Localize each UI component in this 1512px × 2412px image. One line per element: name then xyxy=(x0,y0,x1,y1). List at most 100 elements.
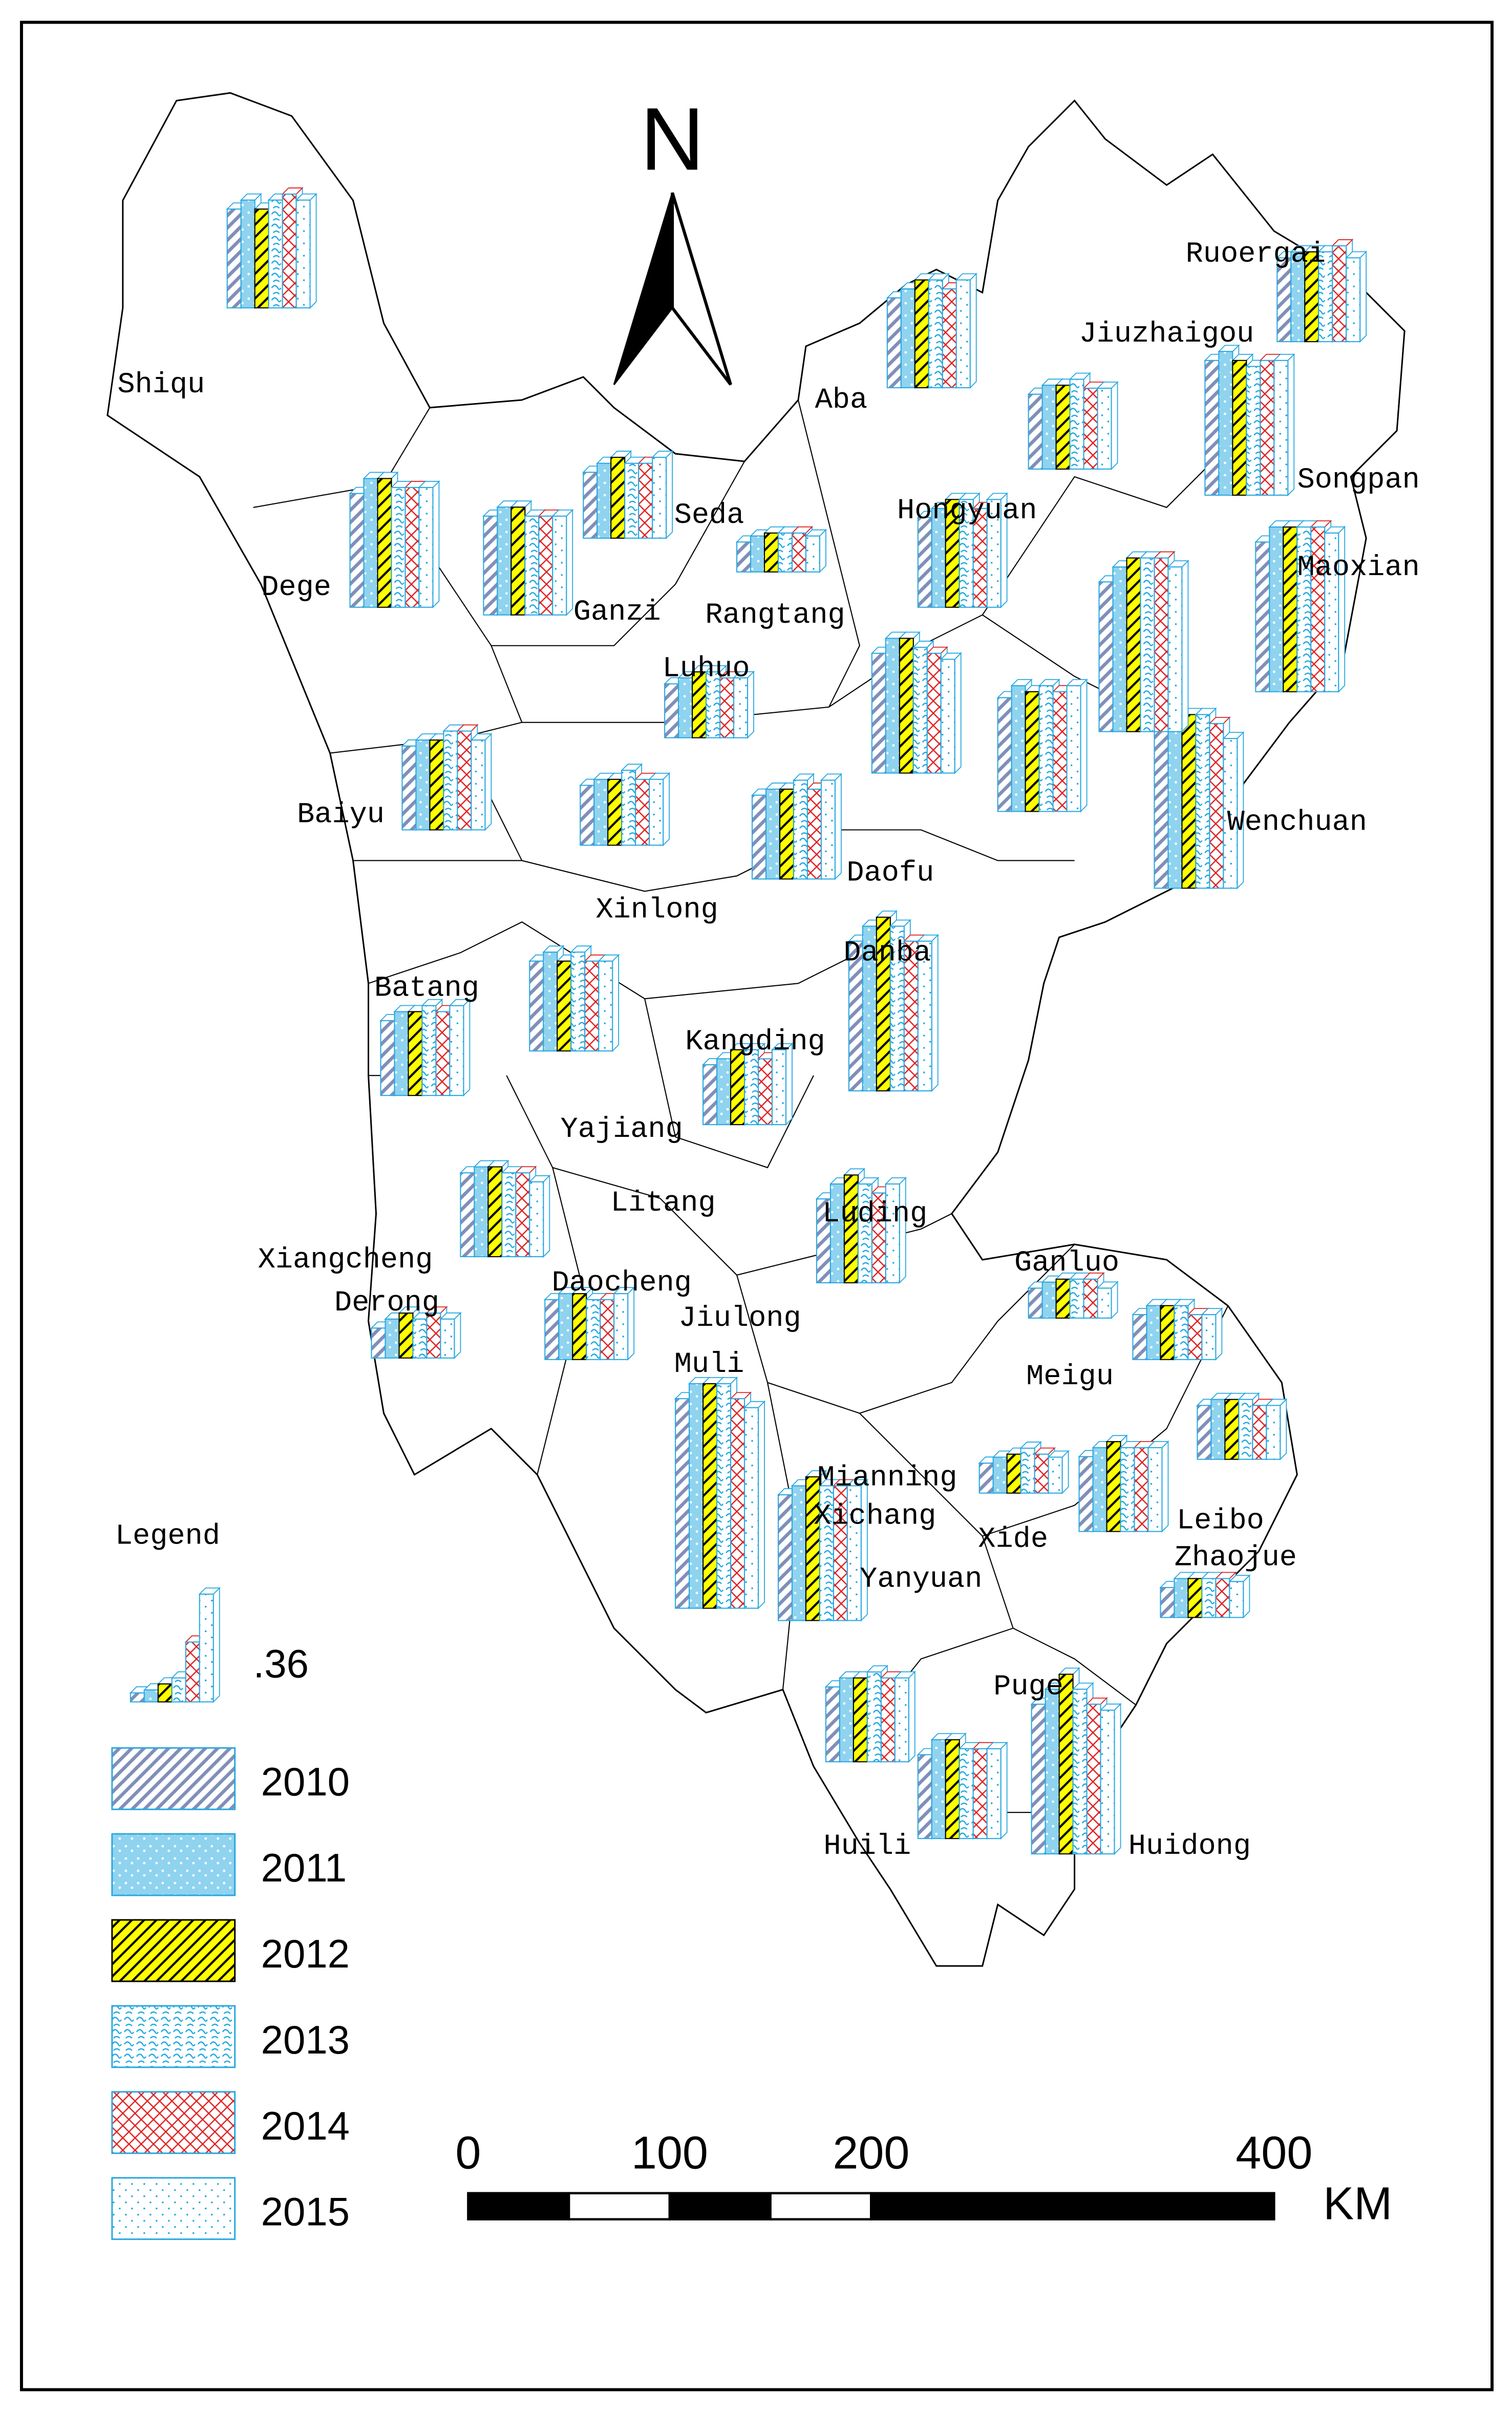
bar-side xyxy=(309,193,317,309)
bar xyxy=(483,515,498,616)
bar xyxy=(730,1049,746,1126)
bar xyxy=(607,778,623,846)
scale-segment xyxy=(870,2192,1275,2220)
bar xyxy=(1098,581,1114,732)
bar xyxy=(185,1641,200,1703)
bar xyxy=(829,1183,845,1283)
bar xyxy=(765,789,781,880)
bar xyxy=(816,1198,831,1283)
bar xyxy=(1197,1405,1212,1460)
bar xyxy=(1045,1688,1060,1855)
bar xyxy=(557,960,572,1052)
bar xyxy=(1106,1441,1121,1532)
bar xyxy=(1041,385,1057,470)
bar xyxy=(1238,1399,1253,1460)
bar xyxy=(529,960,544,1052)
bar xyxy=(959,1748,974,1839)
bar xyxy=(885,1183,900,1283)
bar xyxy=(917,940,932,1092)
bar-side xyxy=(758,1400,765,1610)
bar xyxy=(638,462,653,539)
bar xyxy=(806,789,822,880)
county-label: Yanyuan xyxy=(860,1563,982,1596)
bar xyxy=(1187,1314,1203,1360)
bar-side xyxy=(954,652,962,774)
county-label: Baiyu xyxy=(297,799,385,832)
bar xyxy=(460,1172,475,1257)
bar xyxy=(820,779,836,880)
bar-side xyxy=(1243,1574,1250,1619)
bar xyxy=(240,199,255,309)
bar xyxy=(552,515,567,616)
county-label: Xinlong xyxy=(596,894,718,926)
bar xyxy=(917,517,932,608)
bar xyxy=(1346,257,1361,343)
bar xyxy=(903,940,919,1092)
bar xyxy=(1083,1278,1098,1319)
bar xyxy=(401,745,417,831)
bar-side xyxy=(454,1311,461,1359)
county-label: Litang xyxy=(611,1187,716,1220)
bar xyxy=(972,1748,988,1839)
bar xyxy=(771,1049,787,1126)
legend-swatch xyxy=(111,1833,236,1896)
bar xyxy=(457,730,472,831)
bar xyxy=(1181,714,1197,889)
bar-side xyxy=(566,509,573,616)
bar xyxy=(793,779,808,880)
bar xyxy=(779,789,794,880)
bar xyxy=(418,486,434,608)
bar xyxy=(497,506,512,616)
bar xyxy=(1041,1281,1057,1319)
bar xyxy=(649,778,664,846)
county-label: Dege xyxy=(261,572,331,604)
bar xyxy=(1269,526,1284,692)
bar xyxy=(880,1677,896,1763)
bar xyxy=(791,532,806,573)
county-label: Batang xyxy=(374,972,479,1005)
bar xyxy=(130,1692,145,1703)
legend-year: 2010 xyxy=(261,1759,350,1804)
bar xyxy=(757,1058,773,1126)
bar xyxy=(736,541,752,573)
bar xyxy=(1276,257,1292,343)
bar xyxy=(959,499,974,608)
bar xyxy=(702,1064,718,1126)
bar xyxy=(833,1485,848,1621)
bar xyxy=(268,199,283,309)
bar xyxy=(730,1398,746,1609)
bar xyxy=(1120,1447,1135,1532)
bar xyxy=(986,1748,1002,1839)
bar xyxy=(1083,388,1098,470)
legend-swatch xyxy=(111,1919,236,1982)
bar xyxy=(912,646,928,774)
bar xyxy=(751,794,767,880)
county-label: Songpan xyxy=(1297,464,1420,497)
bar xyxy=(1112,566,1127,732)
bar xyxy=(1232,359,1247,496)
legend-year: 2013 xyxy=(261,2017,350,2062)
bar xyxy=(940,659,955,774)
bar xyxy=(876,917,891,1092)
bar xyxy=(1255,541,1270,692)
bar xyxy=(1154,723,1169,889)
bar-side xyxy=(666,450,673,540)
bar xyxy=(624,462,640,539)
legend-sample-label: .36 xyxy=(253,1641,309,1686)
scale-tick-label: 200 xyxy=(833,2128,909,2179)
bar xyxy=(955,279,971,389)
legend-title: Legend xyxy=(115,1520,220,1553)
bar xyxy=(1058,1674,1074,1855)
bar xyxy=(926,652,942,774)
bar xyxy=(1028,1287,1043,1319)
bar xyxy=(1174,1578,1189,1618)
county-label: Seda xyxy=(674,499,744,532)
bar xyxy=(1140,557,1155,732)
bar xyxy=(1167,714,1183,889)
bar xyxy=(862,925,877,1092)
bar-side xyxy=(1080,678,1088,813)
bar-side xyxy=(463,998,471,1097)
county-label: Shiqu xyxy=(117,369,205,401)
bar xyxy=(226,208,242,309)
